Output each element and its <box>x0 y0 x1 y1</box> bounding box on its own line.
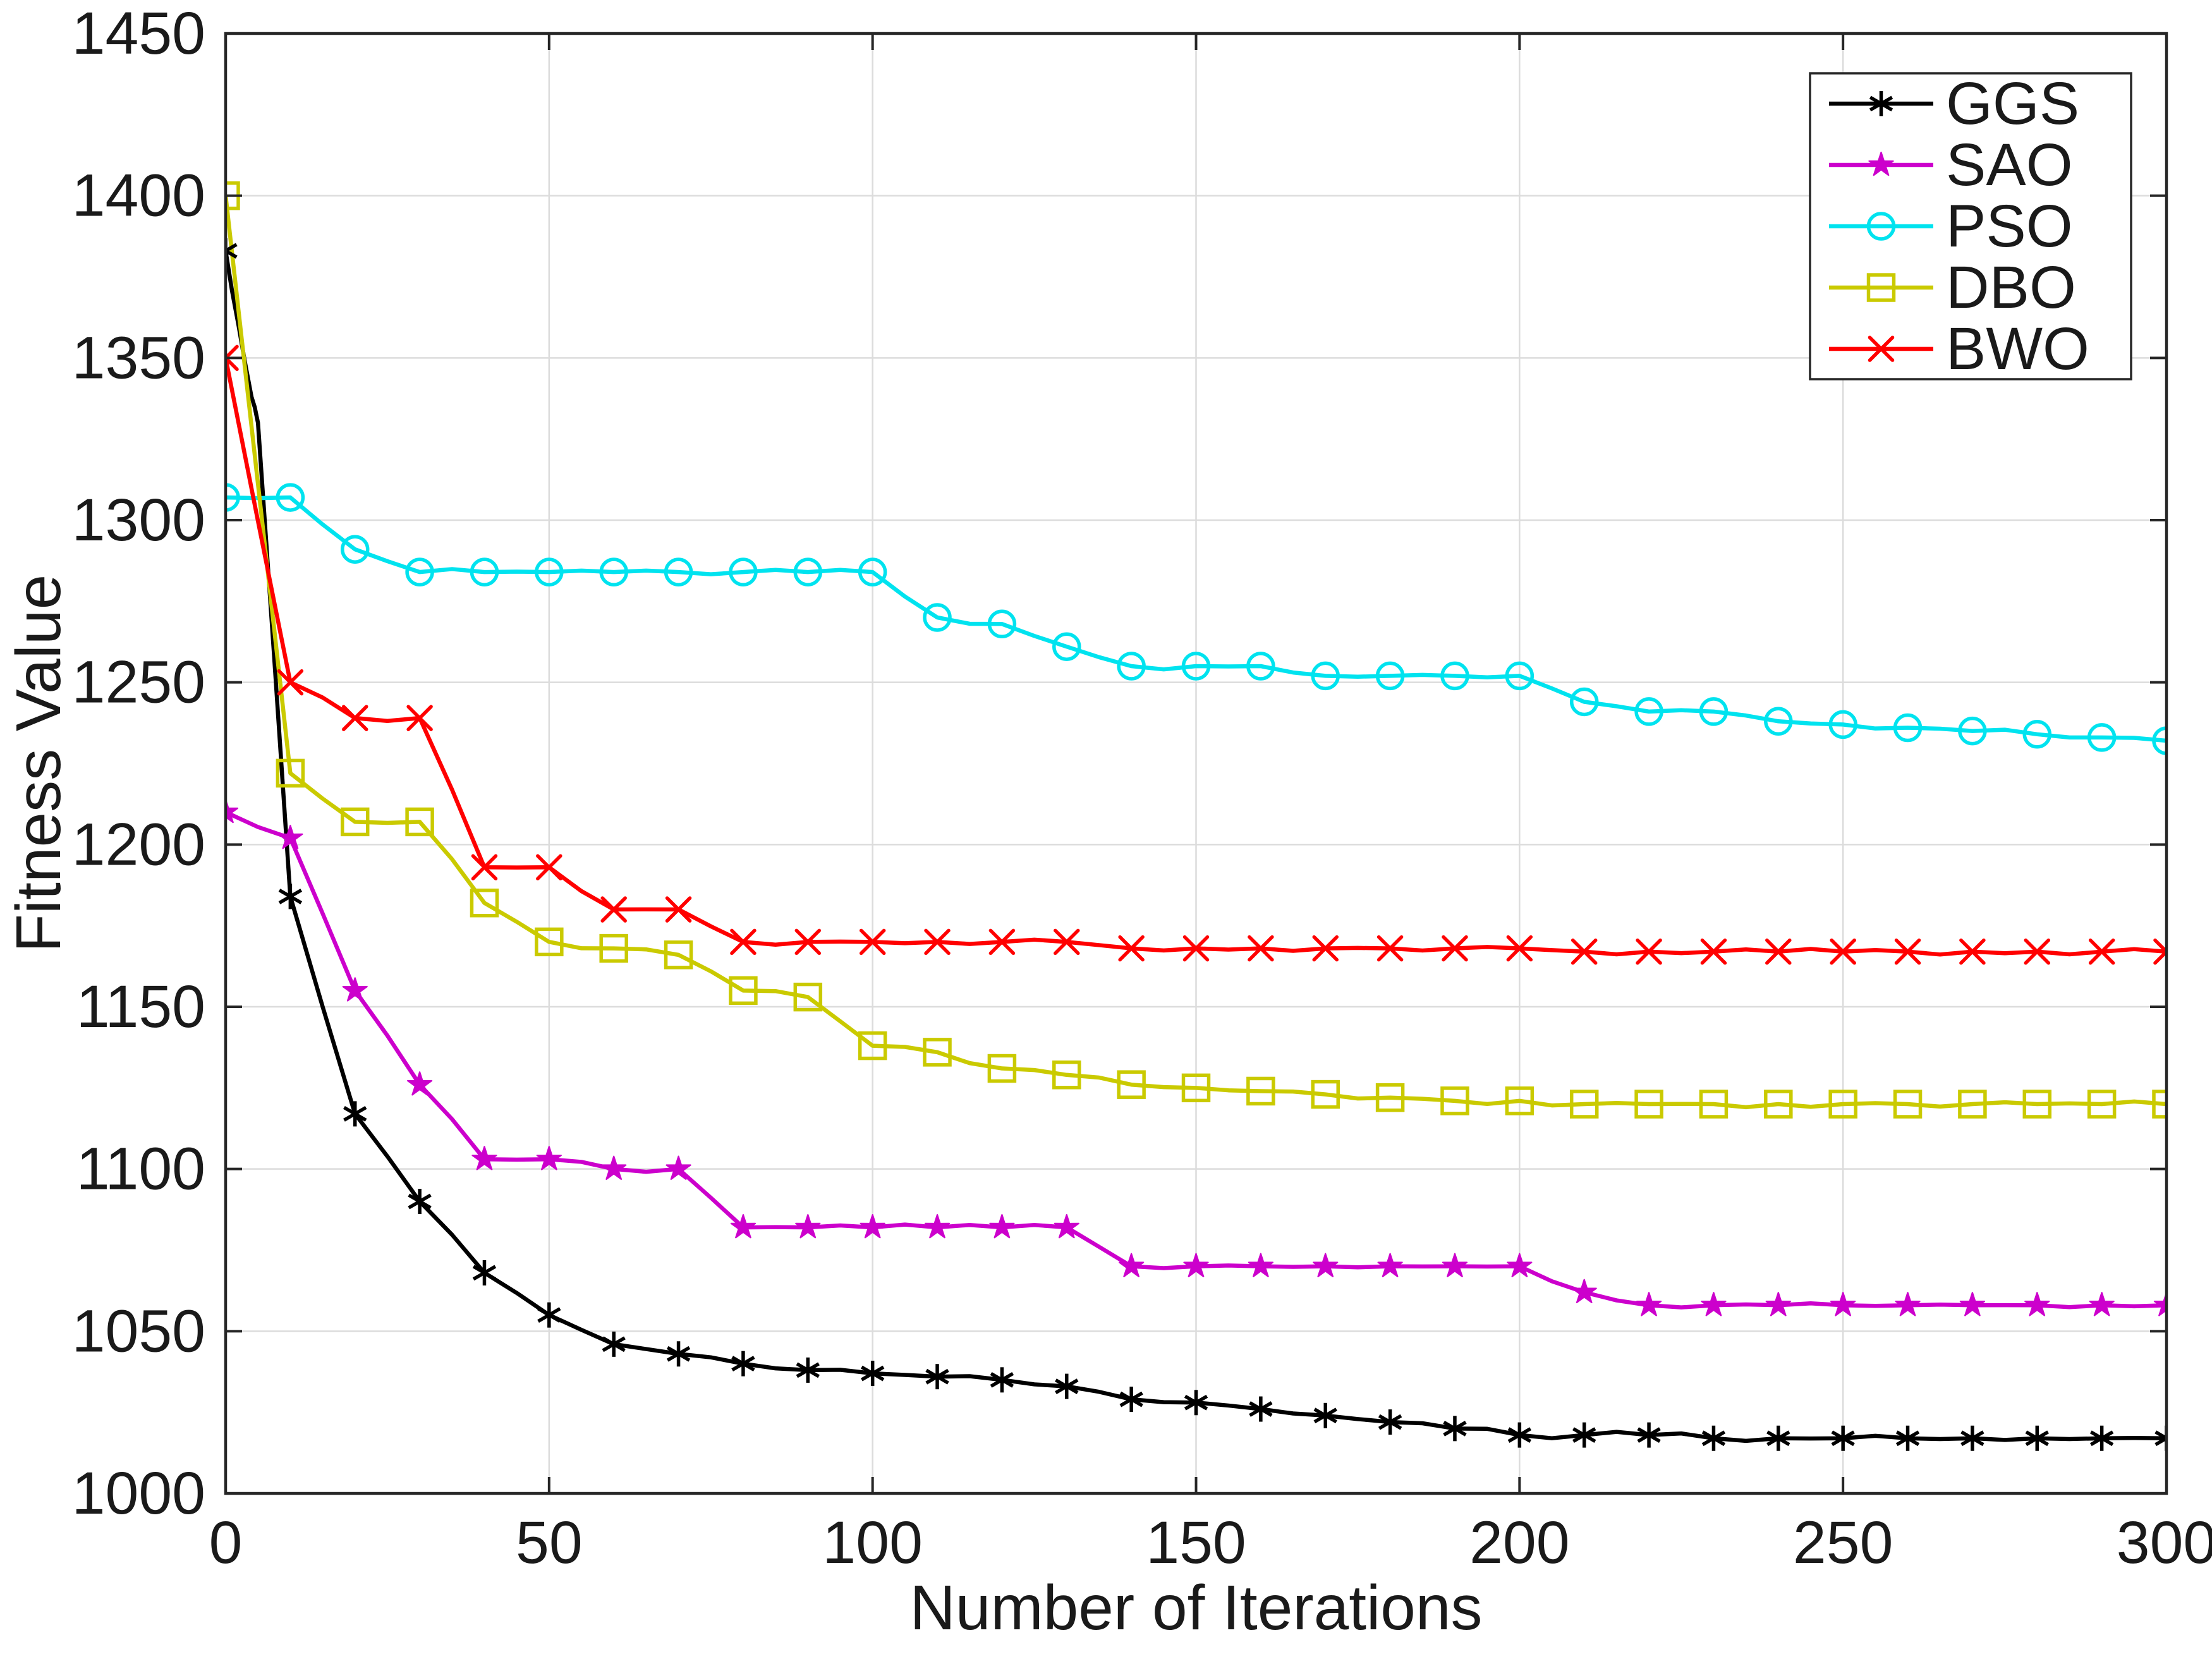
svg-text:GGS: GGS <box>1946 70 2079 137</box>
svg-text:50: 50 <box>516 1509 583 1576</box>
svg-text:1350: 1350 <box>72 324 205 391</box>
svg-text:150: 150 <box>1146 1509 1246 1576</box>
svg-text:200: 200 <box>1469 1509 1570 1576</box>
svg-text:PSO: PSO <box>1946 193 2073 260</box>
svg-text:1400: 1400 <box>72 162 205 229</box>
svg-text:1300: 1300 <box>72 487 205 554</box>
svg-text:DBO: DBO <box>1946 254 2076 321</box>
svg-text:250: 250 <box>1793 1509 1893 1576</box>
svg-text:BWO: BWO <box>1946 315 2089 382</box>
svg-text:1250: 1250 <box>72 649 205 716</box>
svg-text:1150: 1150 <box>76 973 205 1040</box>
svg-text:1450: 1450 <box>72 0 205 67</box>
svg-text:Number of Iterations: Number of Iterations <box>910 1572 1483 1643</box>
svg-text:100: 100 <box>822 1509 923 1576</box>
svg-text:Fitness Value: Fitness Value <box>3 574 74 952</box>
svg-text:1050: 1050 <box>72 1297 205 1364</box>
svg-text:1100: 1100 <box>76 1136 205 1203</box>
svg-text:0: 0 <box>209 1509 243 1576</box>
svg-text:1000: 1000 <box>72 1460 205 1527</box>
svg-text:SAO: SAO <box>1946 131 2073 198</box>
svg-text:1200: 1200 <box>72 811 205 878</box>
svg-text:300: 300 <box>2117 1509 2212 1576</box>
